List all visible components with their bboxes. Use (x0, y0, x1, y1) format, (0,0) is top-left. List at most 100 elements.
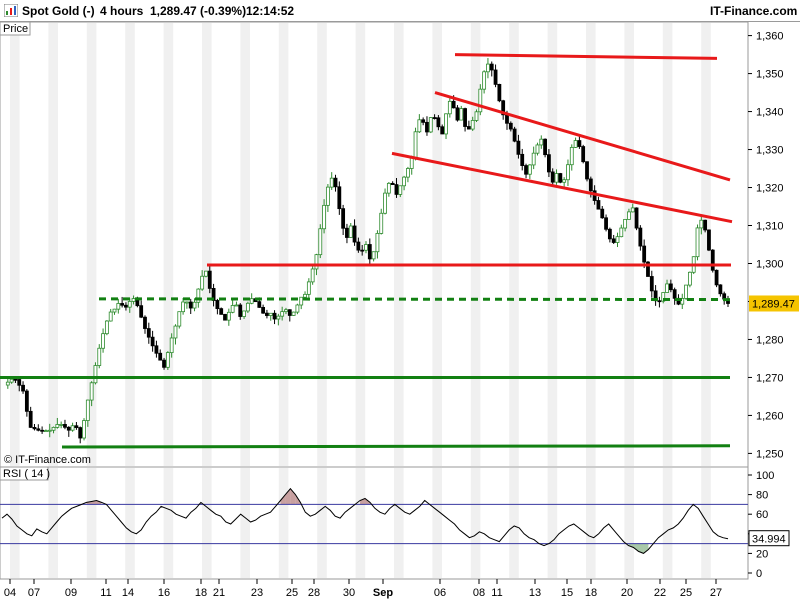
support-line-dashed (98, 297, 732, 302)
time-tick-label: 18 (585, 587, 597, 599)
price-panel-label: Price (3, 23, 28, 35)
up-candle (409, 157, 414, 169)
down-candle (223, 313, 227, 321)
down-candle (600, 208, 605, 219)
watermark: © IT-Finance.com (4, 454, 91, 466)
down-candle (710, 249, 715, 271)
timeframe: 4 hours (100, 4, 144, 18)
down-candle (32, 426, 37, 430)
up-candle (299, 296, 304, 306)
down-candle (207, 270, 212, 289)
price-label-box (0, 21, 31, 36)
rsi-overbought-fill (360, 498, 365, 505)
rsi-line (1, 487, 729, 554)
up-candle (5, 381, 10, 386)
down-candle (261, 306, 266, 314)
time-tick-label: 25 (286, 587, 298, 599)
session-stripe (547, 23, 558, 466)
session-stripe (355, 23, 366, 466)
rsi-session-stripe (163, 468, 174, 578)
rsi-oversold-fill (643, 543, 649, 554)
up-candle (459, 108, 464, 121)
rsi-session-stripe (355, 468, 366, 578)
rsi-session-stripe (202, 468, 212, 578)
time-tick-label: 22 (654, 587, 666, 599)
down-candle (238, 304, 243, 317)
up-candle (535, 144, 540, 154)
time-tick-label: 20 (621, 587, 633, 599)
price-tick-label: 1,270 (756, 372, 784, 384)
down-candle (703, 219, 708, 231)
up-candle (104, 320, 109, 335)
up-candle (531, 152, 536, 166)
up-candle (108, 311, 113, 322)
up-candle (371, 251, 376, 260)
down-candle (668, 283, 673, 291)
up-candle (44, 430, 48, 433)
down-candle (162, 359, 166, 368)
rsi-current-marker (748, 530, 790, 547)
up-candle (314, 254, 319, 270)
time-tick-label: 28 (308, 587, 320, 599)
up-candle (59, 424, 64, 426)
time-tick-label: 14 (122, 587, 134, 599)
up-candle (295, 304, 300, 313)
rsi-session-stripe (662, 468, 673, 578)
down-candle (74, 425, 79, 428)
rsi-session-stripe (547, 468, 558, 578)
down-candle (367, 244, 372, 260)
instrument-name: Spot Gold (-) (22, 4, 95, 18)
trend-lines (0, 53, 733, 449)
up-candle (623, 218, 628, 229)
down-candle (577, 140, 582, 147)
down-candle (497, 83, 502, 102)
price-tick-label: 1,360 (756, 31, 784, 43)
down-candle (272, 312, 277, 320)
up-candle (9, 378, 14, 383)
site-name: IT-Finance.com (710, 4, 798, 18)
price-panel: Price © IT-Finance.com (0, 21, 749, 468)
down-candle (215, 300, 220, 310)
rsi-overbought-fill (285, 488, 291, 505)
up-candle (482, 71, 487, 90)
down-candle (341, 208, 346, 229)
session-stripe (662, 23, 673, 466)
down-candle (649, 276, 654, 292)
up-candle (268, 312, 273, 316)
down-candle (219, 308, 224, 315)
time-tick-label: 27 (710, 587, 722, 599)
session-stripe (163, 23, 174, 466)
time-tick-label: 25 (680, 587, 692, 599)
session-stripe (624, 23, 634, 466)
down-candle (78, 427, 83, 439)
up-candle (630, 207, 635, 213)
down-candle (466, 126, 471, 130)
up-candle (196, 288, 201, 303)
down-candle (524, 165, 528, 175)
session-stripe (586, 23, 596, 466)
up-candle (85, 399, 90, 421)
down-candle (672, 289, 677, 299)
time-tick-label: 18 (195, 587, 207, 599)
down-candle (604, 217, 608, 230)
up-candle (684, 284, 688, 299)
down-candle (657, 300, 662, 303)
up-candle (680, 297, 685, 305)
down-candle (345, 227, 349, 238)
up-candle (615, 236, 620, 243)
down-candle (520, 153, 525, 166)
up-candle (661, 292, 666, 302)
rsi-tick-label: 60 (756, 509, 768, 521)
rsi-label-box (0, 466, 49, 481)
session-stripe (48, 23, 58, 466)
up-candle (93, 365, 98, 384)
price-axis: 1,2501,2601,2701,2801,2901,3001,3101,320… (748, 31, 799, 460)
down-candle (436, 117, 441, 128)
down-candle (63, 424, 67, 428)
time-tick-label: 21 (213, 587, 225, 599)
resistance-line (454, 53, 718, 60)
down-candle (287, 309, 292, 316)
up-candle (398, 185, 403, 195)
session-stripe (10, 23, 20, 466)
